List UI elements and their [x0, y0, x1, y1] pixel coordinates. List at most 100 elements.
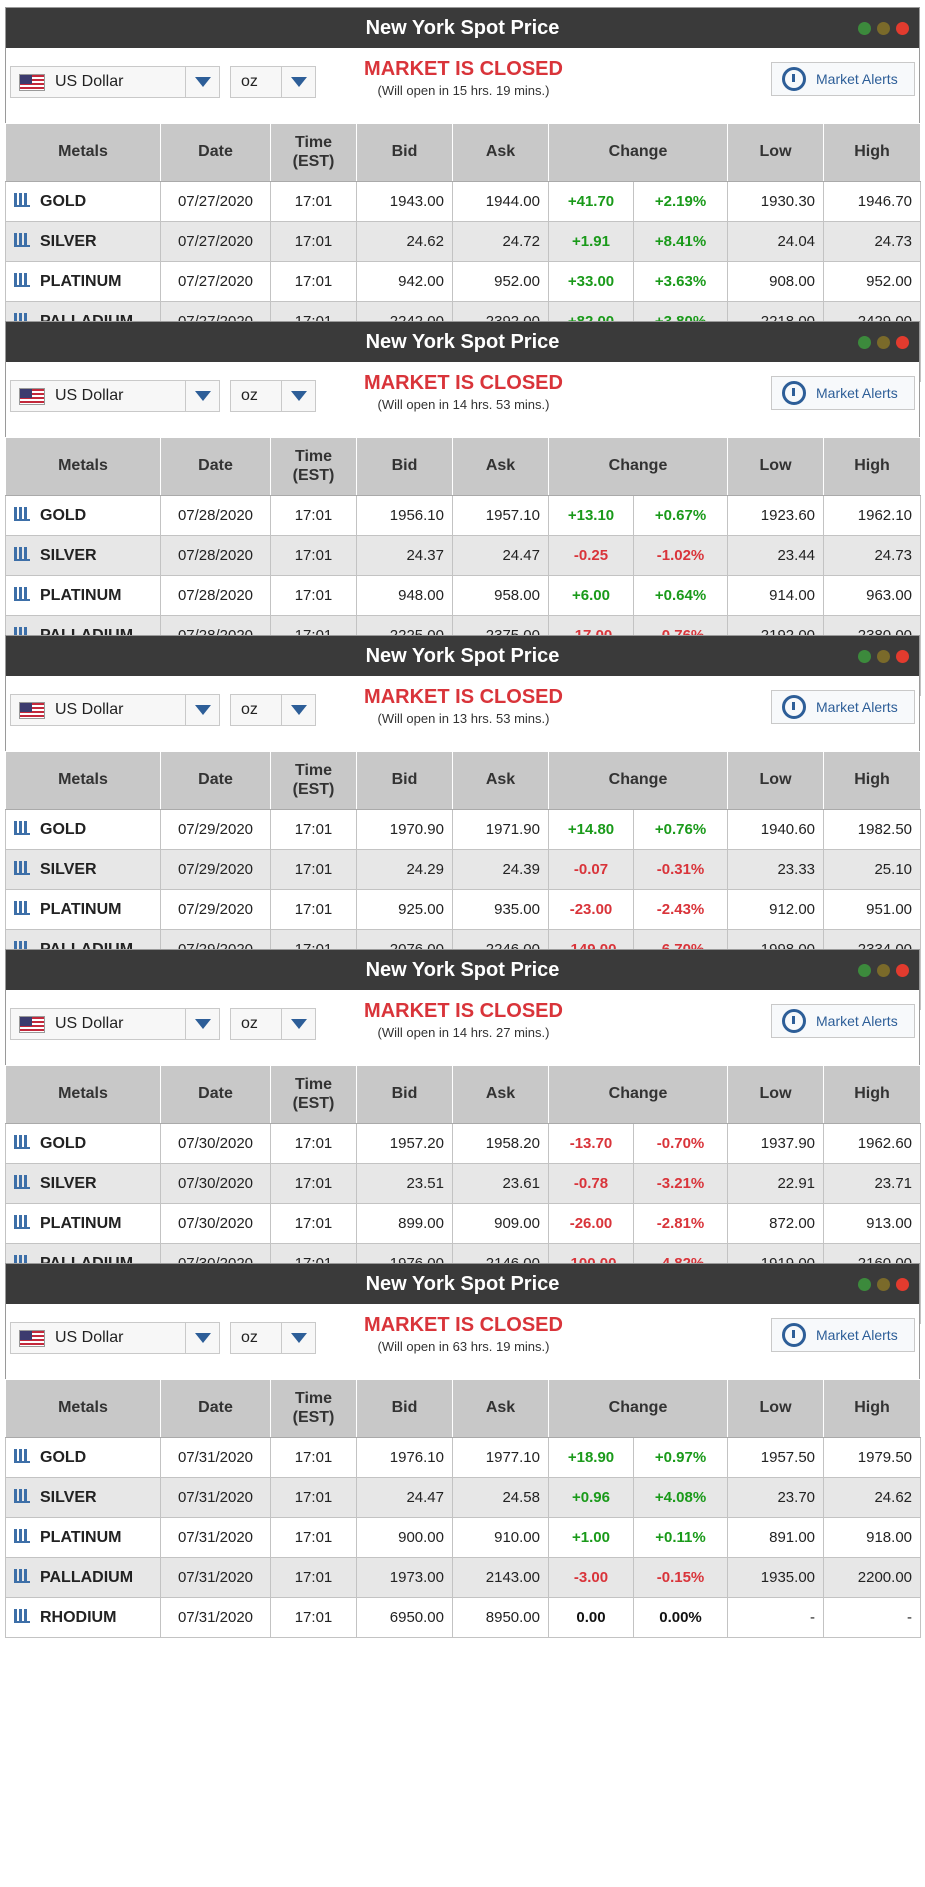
- change-cell: 0.00: [548, 1597, 634, 1638]
- col-time-line2: (EST): [292, 1408, 335, 1426]
- bar-chart-icon[interactable]: [14, 1528, 30, 1543]
- bid-cell: 23.51: [356, 1163, 453, 1204]
- bar-chart-icon[interactable]: [14, 586, 30, 601]
- bar-chart-icon[interactable]: [14, 1568, 30, 1583]
- bar-chart-icon[interactable]: [14, 232, 30, 247]
- maximize-dot-icon[interactable]: [877, 650, 890, 663]
- currency-dropdown-button[interactable]: [185, 381, 219, 411]
- currency-select[interactable]: US Dollar: [10, 1322, 220, 1354]
- unit-dropdown-button[interactable]: [281, 381, 315, 411]
- bar-chart-icon[interactable]: [14, 1608, 30, 1623]
- currency-dropdown-button[interactable]: [185, 695, 219, 725]
- col-date: Date: [160, 1379, 271, 1438]
- maximize-dot-icon[interactable]: [877, 1278, 890, 1291]
- market-alerts-button[interactable]: Market Alerts: [771, 690, 915, 724]
- metal-cell[interactable]: RHODIUM: [5, 1597, 161, 1638]
- market-alerts-button[interactable]: Market Alerts: [771, 376, 915, 410]
- metal-cell[interactable]: SILVER: [5, 849, 161, 890]
- maximize-dot-icon[interactable]: [877, 22, 890, 35]
- metal-cell[interactable]: SILVER: [5, 221, 161, 262]
- bar-chart-icon[interactable]: [14, 1134, 30, 1149]
- col-time-line1: Time: [294, 1076, 333, 1094]
- time-cell: 17:01: [270, 1477, 357, 1518]
- currency-dropdown-button[interactable]: [185, 1009, 219, 1039]
- unit-select[interactable]: oz: [230, 66, 316, 98]
- currency-select[interactable]: US Dollar: [10, 66, 220, 98]
- metal-cell[interactable]: PLATINUM: [5, 1203, 161, 1244]
- chevron-down-icon: [194, 705, 211, 715]
- time-cell: 17:01: [270, 261, 357, 302]
- market-alerts-button[interactable]: Market Alerts: [771, 62, 915, 96]
- metal-cell[interactable]: PLATINUM: [5, 1517, 161, 1558]
- bar-chart-icon[interactable]: [14, 820, 30, 835]
- close-dot-icon[interactable]: [896, 336, 909, 349]
- table-row: SILVER 07/29/2020 17:01 24.29 24.39 -0.0…: [5, 849, 922, 890]
- unit-select[interactable]: oz: [230, 1008, 316, 1040]
- metal-name: SILVER: [40, 1488, 97, 1506]
- unit-select[interactable]: oz: [230, 380, 316, 412]
- metal-cell[interactable]: PALLADIUM: [5, 1557, 161, 1598]
- metal-cell[interactable]: PLATINUM: [5, 575, 161, 616]
- metal-cell[interactable]: GOLD: [5, 809, 161, 850]
- bar-chart-icon[interactable]: [14, 860, 30, 875]
- unit-select[interactable]: oz: [230, 694, 316, 726]
- col-date: Date: [160, 751, 271, 810]
- time-cell: 17:01: [270, 535, 357, 576]
- col-change: Change: [547, 1379, 729, 1438]
- change-percent-cell: +0.67%: [632, 495, 729, 536]
- bar-chart-icon[interactable]: [14, 1488, 30, 1503]
- minimize-dot-icon[interactable]: [858, 336, 871, 349]
- metal-cell[interactable]: PLATINUM: [5, 889, 161, 930]
- bar-chart-icon[interactable]: [14, 192, 30, 207]
- market-status-title: MARKET IS CLOSED: [364, 1314, 563, 1336]
- market-alerts-button[interactable]: Market Alerts: [771, 1004, 915, 1038]
- metal-cell[interactable]: GOLD: [5, 1437, 161, 1478]
- unit-dropdown-button[interactable]: [281, 1323, 315, 1353]
- metal-cell[interactable]: SILVER: [5, 1163, 161, 1204]
- maximize-dot-icon[interactable]: [877, 336, 890, 349]
- metal-cell[interactable]: SILVER: [5, 1477, 161, 1518]
- currency-select[interactable]: US Dollar: [10, 380, 220, 412]
- currency-select[interactable]: US Dollar: [10, 1008, 220, 1040]
- unit-select[interactable]: oz: [230, 1322, 316, 1354]
- bar-chart-icon[interactable]: [14, 1174, 30, 1189]
- metal-cell[interactable]: GOLD: [5, 181, 161, 222]
- bar-chart-icon[interactable]: [14, 272, 30, 287]
- date-cell: 07/28/2020: [160, 495, 271, 536]
- bar-chart-icon[interactable]: [14, 1448, 30, 1463]
- metal-cell[interactable]: GOLD: [5, 495, 161, 536]
- currency-dropdown-button[interactable]: [185, 1323, 219, 1353]
- unit-dropdown-button[interactable]: [281, 695, 315, 725]
- unit-dropdown-button[interactable]: [281, 1009, 315, 1039]
- bar-chart-icon[interactable]: [14, 1214, 30, 1229]
- minimize-dot-icon[interactable]: [858, 1278, 871, 1291]
- maximize-dot-icon[interactable]: [877, 964, 890, 977]
- bar-chart-icon[interactable]: [14, 900, 30, 915]
- minimize-dot-icon[interactable]: [858, 964, 871, 977]
- currency-select[interactable]: US Dollar: [10, 694, 220, 726]
- minimize-dot-icon[interactable]: [858, 22, 871, 35]
- table-row: GOLD 07/29/2020 17:01 1970.90 1971.90 +1…: [5, 809, 922, 850]
- panel-header: New York Spot Price: [6, 322, 919, 362]
- currency-label: US Dollar: [55, 73, 124, 90]
- minimize-dot-icon[interactable]: [858, 650, 871, 663]
- metal-cell[interactable]: GOLD: [5, 1123, 161, 1164]
- bar-chart-icon[interactable]: [14, 546, 30, 561]
- ask-cell: 23.61: [452, 1163, 549, 1204]
- low-cell: 1940.60: [727, 809, 825, 850]
- currency-dropdown-button[interactable]: [185, 67, 219, 97]
- metal-cell[interactable]: PLATINUM: [5, 261, 161, 302]
- close-dot-icon[interactable]: [896, 650, 909, 663]
- market-alerts-button[interactable]: Market Alerts: [771, 1318, 915, 1352]
- bar-chart-icon[interactable]: [14, 506, 30, 521]
- close-dot-icon[interactable]: [896, 964, 909, 977]
- ask-cell: 1977.10: [452, 1437, 549, 1478]
- high-cell: 2200.00: [823, 1557, 922, 1598]
- close-dot-icon[interactable]: [896, 22, 909, 35]
- high-cell: 23.71: [823, 1163, 922, 1204]
- close-dot-icon[interactable]: [896, 1278, 909, 1291]
- unit-dropdown-button[interactable]: [281, 67, 315, 97]
- metal-name: GOLD: [40, 1448, 87, 1466]
- metal-cell[interactable]: SILVER: [5, 535, 161, 576]
- col-time-line2: (EST): [292, 1094, 335, 1112]
